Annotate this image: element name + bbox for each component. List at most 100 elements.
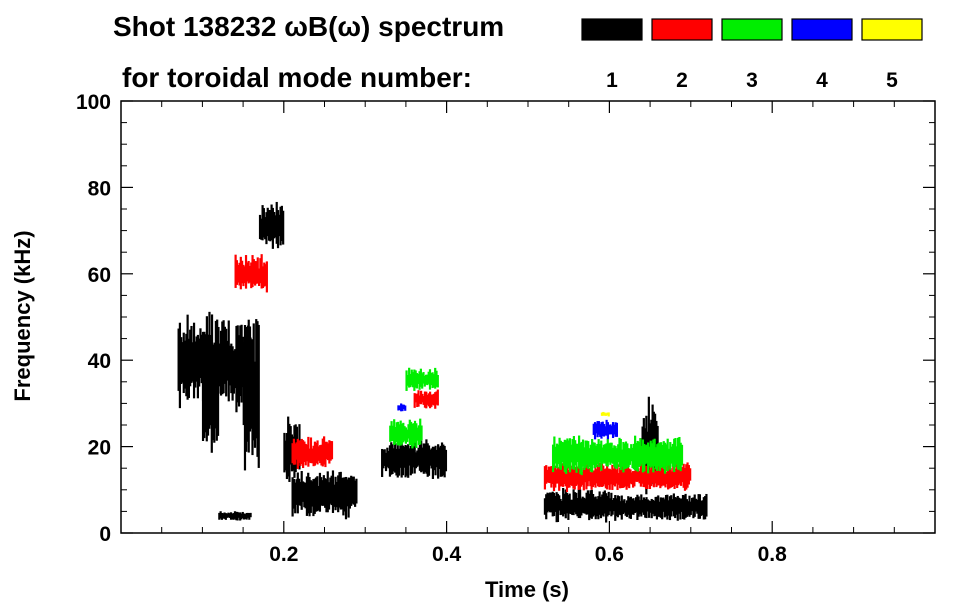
spectrum-streak bbox=[547, 466, 550, 483]
spectrum-streak bbox=[604, 444, 607, 464]
spectrum-streak bbox=[406, 429, 409, 442]
spectrum-streak bbox=[246, 512, 250, 518]
spectrum-streak bbox=[255, 319, 258, 439]
spectrum-streak bbox=[257, 268, 261, 286]
spectrum-streak bbox=[668, 496, 672, 521]
spectrum-streak bbox=[400, 423, 404, 445]
spectrum-streak bbox=[340, 477, 344, 510]
spectrum-streak bbox=[352, 476, 355, 505]
spectrum-streak bbox=[390, 421, 393, 442]
spectrum-streak bbox=[221, 321, 224, 395]
spectrum-streak bbox=[309, 480, 312, 513]
spectrum-streak bbox=[591, 470, 595, 488]
spectrum-streak bbox=[595, 423, 598, 434]
spectrum-streak bbox=[267, 209, 271, 241]
spectrum-streak bbox=[661, 497, 664, 520]
spectrum-streak bbox=[339, 471, 342, 510]
spectrum-streak bbox=[550, 492, 553, 513]
spectrum-streak bbox=[236, 511, 239, 521]
spectrum-streak bbox=[606, 412, 609, 416]
spectrum-streak bbox=[678, 436, 681, 470]
spectrum-streak bbox=[203, 365, 206, 439]
spectrum-streak bbox=[549, 492, 552, 513]
spectrum-streak bbox=[237, 264, 240, 283]
spectrum-streak bbox=[329, 441, 332, 461]
spectrum-streak bbox=[435, 449, 438, 468]
spectrum-streak bbox=[191, 342, 194, 382]
legend-swatch-mode-4 bbox=[791, 18, 853, 41]
mode-1-region bbox=[242, 319, 260, 471]
spectrum-streak bbox=[704, 496, 707, 520]
spectrum-streak bbox=[432, 393, 436, 406]
spectrum-streak bbox=[670, 471, 674, 488]
mode-3-region bbox=[551, 435, 684, 476]
legend: 1 2 3 4 5 bbox=[581, 18, 923, 92]
spectrum-streak bbox=[667, 500, 670, 516]
spectrum-streak bbox=[295, 479, 298, 505]
spectrum-streak bbox=[677, 497, 681, 514]
spectrum-streak bbox=[592, 442, 595, 465]
spectrum-streak bbox=[636, 440, 639, 472]
spectrum-streak bbox=[674, 468, 677, 485]
spectrum-streak bbox=[596, 464, 600, 487]
spectrum-streak bbox=[430, 448, 433, 469]
legend-swatch-mode-3 bbox=[721, 18, 783, 41]
legend-label-mode-3: 3 bbox=[746, 69, 758, 92]
mode-3-region bbox=[389, 418, 423, 449]
mode-4-series bbox=[397, 403, 618, 440]
spectrum-streak bbox=[409, 445, 412, 476]
spectrum-streak bbox=[421, 447, 424, 472]
spectrum-streak bbox=[593, 470, 596, 486]
spectrum-streak bbox=[622, 441, 625, 473]
spectrum-streak bbox=[554, 465, 557, 488]
spectrum-streak bbox=[580, 498, 583, 516]
x-tick-label: 0.8 bbox=[758, 543, 788, 566]
spectrum-streak bbox=[434, 445, 437, 476]
spectrum-streak bbox=[567, 440, 570, 468]
spectrum-streak bbox=[205, 316, 208, 393]
spectrum-streak bbox=[232, 350, 235, 394]
spectrum-streak bbox=[408, 367, 411, 388]
spectrum-streak bbox=[216, 357, 220, 436]
spectrum-streak bbox=[672, 493, 675, 517]
spectrum-streak bbox=[414, 452, 418, 469]
spectrum-streak bbox=[399, 445, 402, 468]
spectrum-streak bbox=[662, 441, 665, 470]
y-tick-label: 60 bbox=[88, 264, 111, 287]
spectrum-streak bbox=[605, 493, 608, 523]
spectrum-streak bbox=[292, 478, 295, 509]
spectrum-streak bbox=[611, 499, 614, 515]
spectrum-streak bbox=[263, 262, 266, 287]
spectrum-streak bbox=[251, 255, 254, 288]
spectrum-streak bbox=[545, 465, 548, 484]
spectrum-streak bbox=[635, 442, 638, 471]
spectrum-streak bbox=[701, 500, 704, 515]
mode-1-region bbox=[608, 492, 708, 521]
plot-frame bbox=[120, 100, 936, 534]
x-tick-label: 0.6 bbox=[595, 543, 624, 566]
spectrum-streak bbox=[584, 498, 587, 514]
spectrum-streak bbox=[299, 440, 302, 466]
spectrum-streak bbox=[599, 424, 602, 437]
spectrum-streak bbox=[325, 441, 328, 460]
spectrum-streak bbox=[280, 205, 283, 242]
spectrum-streak bbox=[674, 438, 677, 468]
y-tick-label: 0 bbox=[99, 523, 111, 546]
spectrum-streak bbox=[420, 390, 423, 405]
spectrum-streak bbox=[206, 358, 210, 436]
spectrum-streak bbox=[605, 443, 608, 466]
spectrum-streak bbox=[422, 443, 425, 474]
spectrum-streak bbox=[382, 449, 385, 469]
spectrum-streak bbox=[419, 368, 422, 387]
spectrum-streak bbox=[689, 501, 692, 515]
spectrum-streak bbox=[585, 465, 588, 490]
spectrum-streak bbox=[609, 442, 612, 465]
legend-label-mode-5: 5 bbox=[886, 69, 898, 92]
spectrum-streak bbox=[433, 447, 436, 471]
spectrum-streak bbox=[316, 440, 319, 465]
spectrum-streak bbox=[616, 495, 619, 518]
spectrum-streak bbox=[597, 496, 600, 520]
spectrum-streak bbox=[585, 492, 588, 515]
spectrum-streak bbox=[406, 374, 409, 386]
spectrum-streak bbox=[600, 422, 603, 439]
